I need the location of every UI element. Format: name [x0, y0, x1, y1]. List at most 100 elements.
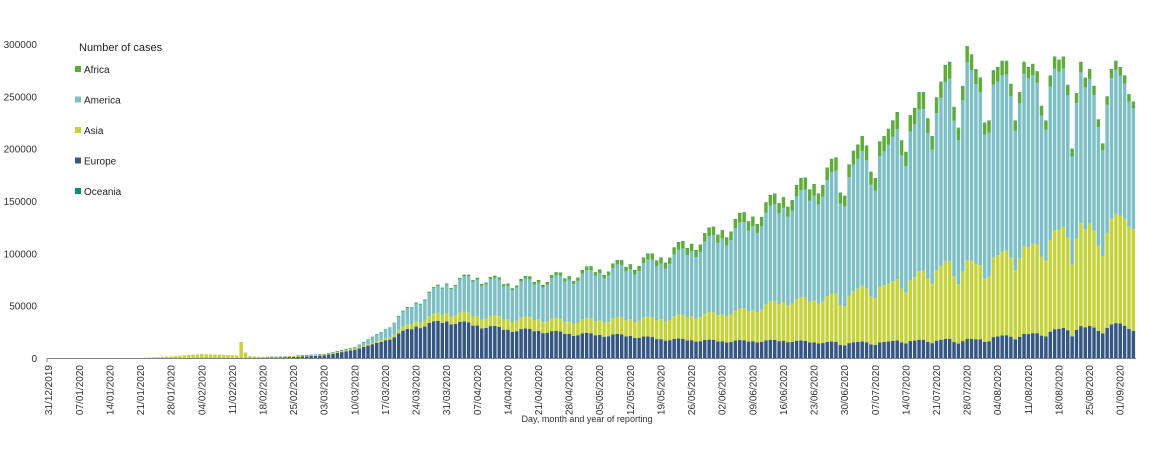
bar-segment-america: [1052, 68, 1057, 231]
x-axis: 31/12/2019 07/01/2020 14/01/2020 21/01/2020…: [44, 358, 1136, 415]
bar-segment-africa: [506, 283, 510, 286]
x-tick-label: 04/08/2020: [993, 365, 1004, 415]
bar-segment-america: [1101, 150, 1105, 257]
bar-segment-asia: [615, 317, 620, 334]
legend: Number of cases Africa America Asia Europe O…: [75, 42, 163, 198]
bar-segment-europe: [278, 357, 283, 358]
x-tick-label: 14/07/2020: [901, 365, 912, 415]
bar-segment-america: [982, 134, 987, 279]
bar-segment-america: [427, 293, 431, 317]
bar-segment-africa: [1004, 61, 1009, 75]
bar-segment-africa: [519, 279, 523, 282]
bar-segment-africa: [558, 272, 563, 276]
bar-segment-asia: [847, 295, 851, 344]
bar-segment-europe: [974, 339, 978, 358]
bar-segment-asia: [195, 354, 200, 358]
bar-segment-oceania: [943, 64, 948, 66]
bar-segment-europe: [729, 341, 733, 358]
bar-segment-europe: [1061, 327, 1066, 358]
bar-segment-africa: [825, 167, 829, 181]
bar-segment-europe: [759, 341, 764, 358]
bar-segment-europe: [348, 350, 353, 358]
bar-segment-asia: [987, 276, 991, 342]
bar-segment-asia: [528, 316, 532, 329]
bar-segment-asia: [313, 354, 318, 356]
bar-segment-europe: [1131, 330, 1136, 358]
bar-segment-asia: [169, 356, 173, 358]
bar-segment-america: [1087, 78, 1092, 224]
bar-segment-africa: [475, 277, 480, 280]
bar-segment-asia: [200, 354, 204, 358]
bar-segment-asia: [554, 317, 558, 331]
bar-segment-america: [996, 81, 1000, 256]
bar-segment-europe: [410, 329, 414, 358]
bar-segment-europe: [1127, 329, 1131, 358]
bar-segment-europe: [899, 342, 904, 358]
bar-segment-africa: [965, 46, 969, 63]
bar-segment-europe: [1009, 336, 1013, 358]
legend-label-oceania: Oceania: [84, 187, 122, 198]
bar-segment-europe: [1074, 329, 1079, 358]
bar-segment-asia: [646, 316, 650, 337]
bar-segment-africa: [410, 307, 414, 309]
bar-segment-europe: [681, 338, 685, 358]
bar-segment-asia: [1035, 244, 1039, 334]
bar-segment-asia: [440, 315, 445, 323]
bar-segment-asia: [729, 314, 733, 342]
bar-segment-africa: [996, 67, 1000, 82]
bar-segment-africa: [501, 284, 506, 287]
bar-segment-europe: [930, 343, 934, 358]
legend-swatch-asia: [75, 127, 81, 133]
bar-segment-africa: [589, 266, 593, 271]
bar-segment-africa: [554, 272, 558, 276]
bar-segment-america: [344, 349, 348, 351]
bar-segment-europe: [274, 357, 278, 358]
bar-segment-africa: [523, 276, 528, 279]
bar-segment-america: [361, 342, 366, 346]
bar-segment-asia: [1131, 229, 1136, 331]
bar-segment-oceania: [965, 46, 969, 47]
bar-segment-europe: [873, 344, 878, 358]
bar-segment-asia: [711, 312, 716, 340]
bar-segment-europe: [1122, 325, 1127, 358]
bar-segment-africa: [1066, 85, 1070, 96]
bar-segment-europe: [589, 333, 593, 358]
bar-segment-europe: [379, 341, 383, 358]
bar-segment-america: [991, 84, 996, 258]
bar-segment-europe: [869, 344, 873, 358]
bar-segment-asia: [628, 319, 633, 337]
bar-segment-europe: [444, 321, 449, 358]
bar-segment-africa: [917, 92, 921, 110]
bar-segment-america: [1000, 75, 1004, 252]
bar-segment-europe: [904, 343, 908, 358]
bar-segment-asia: [348, 349, 353, 351]
bar-segment-africa: [952, 107, 956, 121]
bar-segment-africa: [423, 299, 427, 301]
bar-segment-america: [1092, 95, 1096, 231]
bar-segment-africa: [584, 266, 589, 271]
bar-segment-asia: [829, 293, 834, 342]
bar-segment-africa: [1017, 92, 1022, 104]
bar-segment-africa: [1074, 93, 1079, 103]
bar-segment-africa: [681, 241, 685, 249]
bar-segment-asia: [956, 284, 961, 344]
bar-segment-africa: [961, 86, 965, 101]
bar-segment-asia: [256, 356, 261, 358]
bar-segment-africa: [1105, 96, 1109, 105]
bar-segment-america: [606, 275, 611, 322]
bar-segment-asia: [947, 261, 952, 339]
bar-segment-africa: [877, 141, 882, 157]
bar-segment-america: [479, 285, 484, 320]
bar-segment-europe: [291, 356, 296, 358]
bar-segment-asia: [519, 317, 523, 330]
bar-segment-asia: [493, 315, 497, 326]
bar-segment-europe: [383, 340, 388, 358]
bar-segment-america: [869, 184, 873, 297]
bar-segment-europe: [497, 326, 501, 358]
bar-segment-america: [462, 276, 466, 312]
bar-segment-africa: [790, 200, 794, 211]
bar-segment-asia: [151, 357, 156, 358]
bar-segment-america: [838, 203, 843, 306]
bar-segment-asia: [602, 322, 606, 337]
bar-segment-america: [663, 268, 668, 322]
